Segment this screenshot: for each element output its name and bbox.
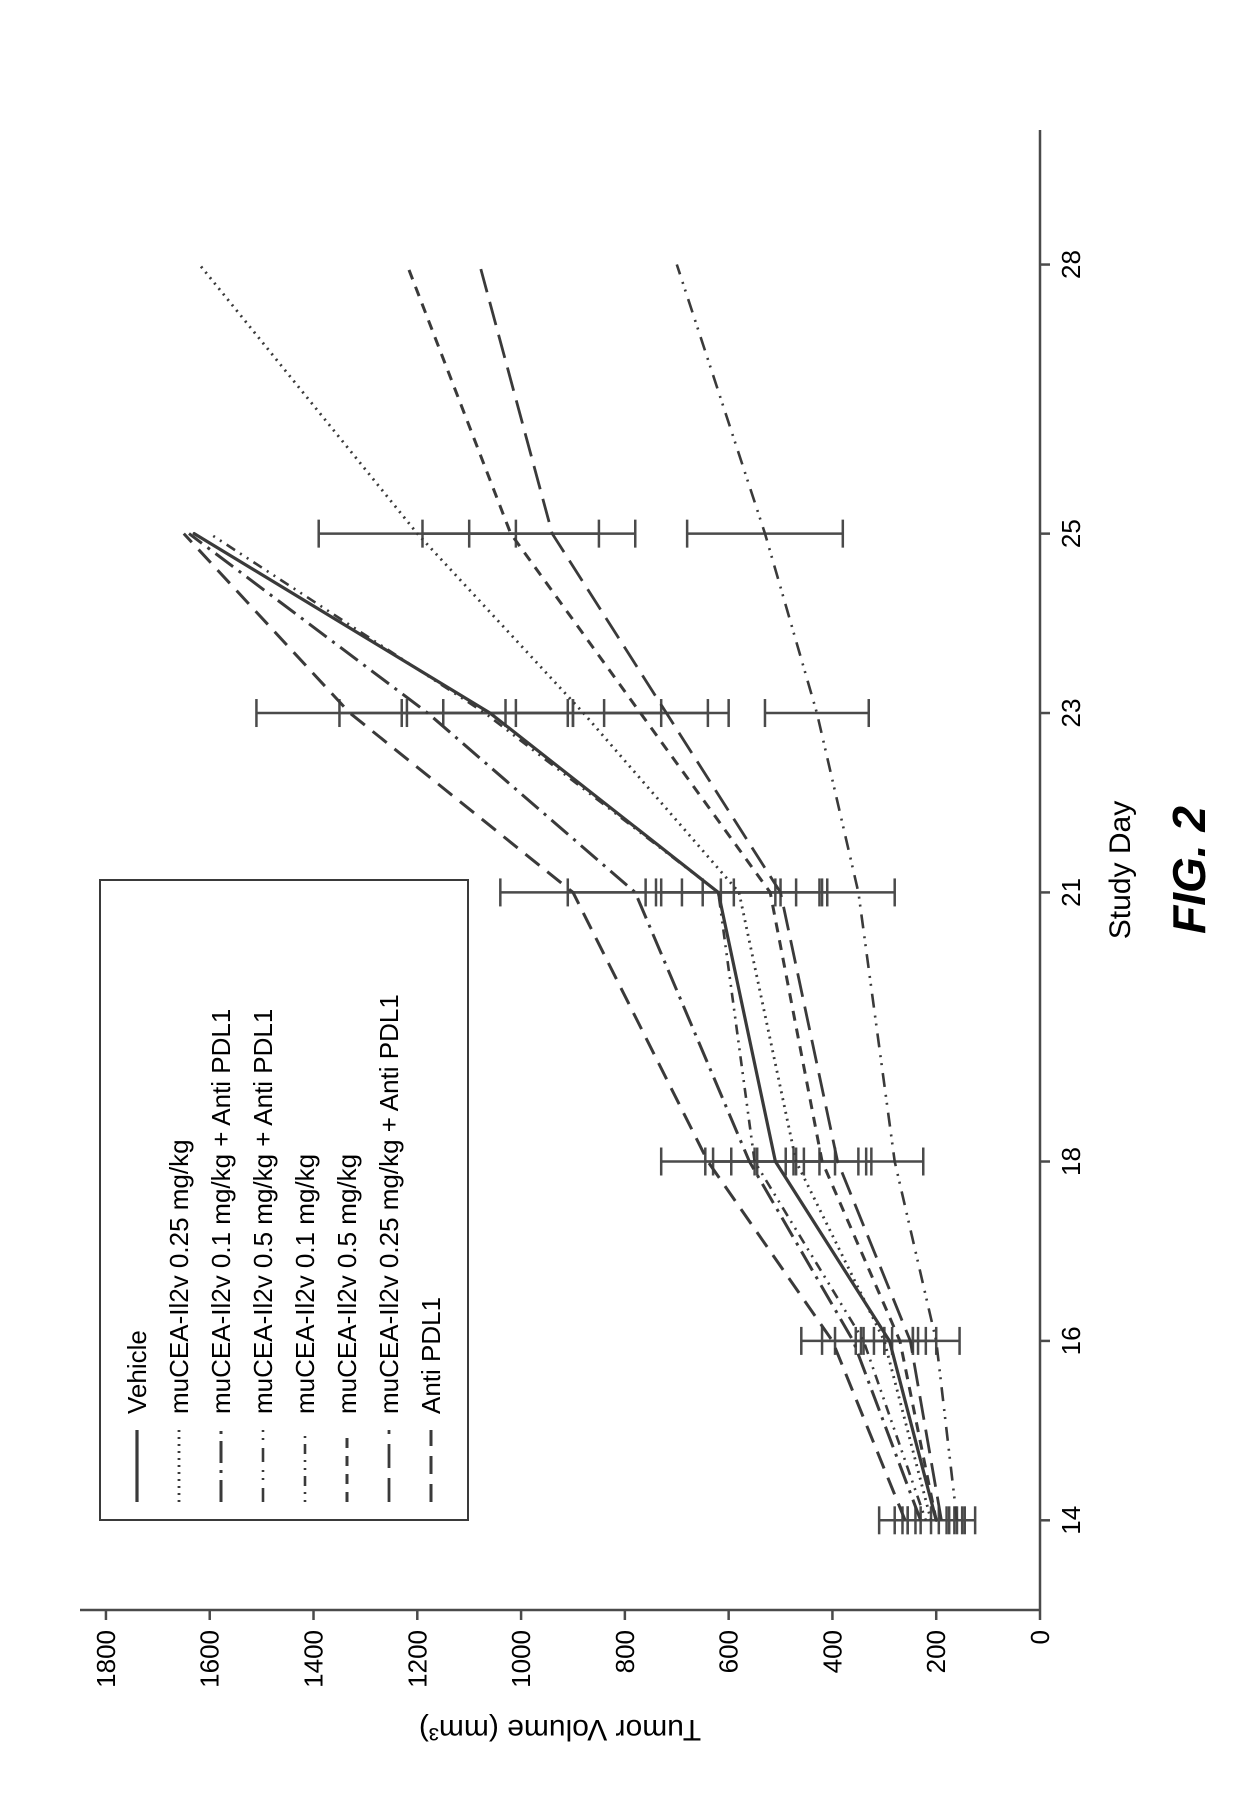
y-tick-label: 800 xyxy=(610,1630,640,1673)
y-tick-label: 1800 xyxy=(91,1630,121,1688)
tumor-volume-chart: 0 200 400 600 800 1000 1200 1400 1600 1800 14 16 18 2… xyxy=(0,0,1240,1820)
legend-box xyxy=(100,880,468,1520)
figure-caption: FIG. 2 xyxy=(1163,806,1215,934)
y-tick-label: 1600 xyxy=(195,1630,225,1688)
legend-label: muCEA-Il2v 0.1 mg/kg xyxy=(290,1154,320,1414)
legend-label: Vehicle xyxy=(122,1330,152,1414)
x-axis-label: Study Day xyxy=(1104,801,1137,939)
legend-label: muCEA-Il2v 0.5 mg/kg + Anti PDL1 xyxy=(248,1009,278,1414)
y-tick-label: 1000 xyxy=(506,1630,536,1688)
legend-label: muCEA-Il2v 0.5 mg/kg xyxy=(332,1154,362,1414)
y-tick-label: 0 xyxy=(1025,1630,1055,1644)
legend-label: Anti PDL1 xyxy=(416,1297,446,1414)
figure-wrapper: 0 200 400 600 800 1000 1200 1400 1600 1800 14 16 18 2… xyxy=(0,0,1240,1820)
x-tick-label: 21 xyxy=(1056,878,1086,907)
x-tick-label: 16 xyxy=(1056,1326,1086,1355)
x-tick-label: 28 xyxy=(1056,250,1086,279)
legend-label: muCEA-Il2v 0.25 mg/kg + Anti PDL1 xyxy=(374,994,404,1414)
y-tick-label: 1400 xyxy=(299,1630,329,1688)
x-tick-label: 18 xyxy=(1056,1147,1086,1176)
y-tick-label: 1200 xyxy=(402,1630,432,1688)
x-tick-label: 25 xyxy=(1056,519,1086,548)
x-tick-label: 14 xyxy=(1056,1506,1086,1535)
y-tick-label: 400 xyxy=(817,1630,847,1673)
y-tick-label: 600 xyxy=(714,1630,744,1673)
y-tick-label: 200 xyxy=(921,1630,951,1673)
legend-label: muCEA-Il2v 0.25 mg/kg xyxy=(164,1139,194,1414)
legend-label: muCEA-Il2v 0.1 mg/kg + Anti PDL1 xyxy=(206,1009,236,1414)
y-axis-label: Tumor Volume (mm³) xyxy=(419,1713,701,1746)
x-tick-label: 23 xyxy=(1056,699,1086,728)
